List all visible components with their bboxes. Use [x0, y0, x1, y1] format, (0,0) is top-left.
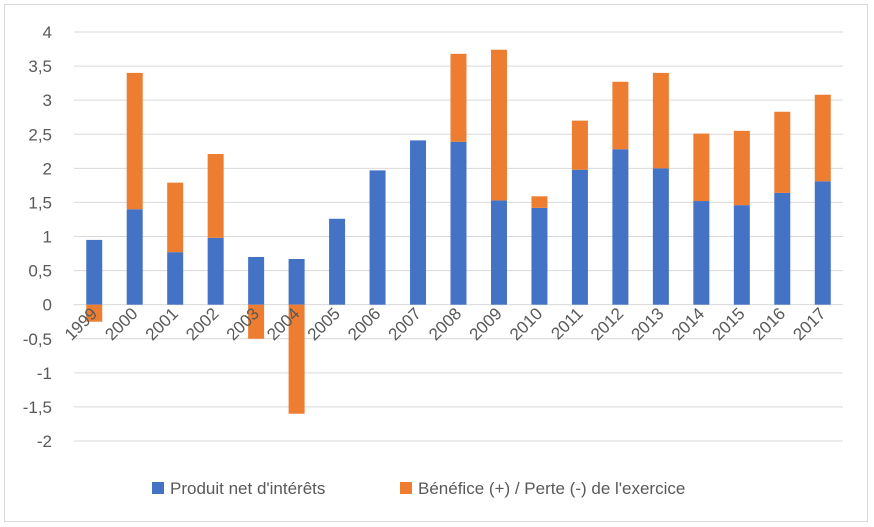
legend-swatch-0 — [152, 482, 164, 494]
y-tick-label: 2,5 — [28, 125, 52, 144]
y-tick-label: 3,5 — [28, 57, 52, 76]
bar-produit-2007 — [410, 140, 427, 305]
x-tick-label: 2008 — [425, 304, 465, 344]
bar-benefice-2001 — [167, 182, 184, 253]
x-tick-label: 2015 — [708, 304, 748, 344]
y-tick-label: 1 — [43, 228, 52, 247]
bar-benefice-2010 — [531, 196, 548, 208]
bar-benefice-2013 — [652, 72, 669, 169]
x-tick-label: 2001 — [142, 304, 182, 344]
bar-benefice-2012 — [612, 81, 629, 150]
y-tick-label: 2 — [43, 159, 52, 178]
x-tick-label: 2000 — [101, 304, 141, 344]
legend: Produit net d'intérêts Bénéfice (+) / Per… — [152, 479, 685, 498]
bar-produit-2002 — [207, 237, 224, 305]
bar-produit-2010 — [531, 207, 548, 305]
y-tick-label: -0,5 — [23, 330, 52, 349]
bar-benefice-2015 — [733, 130, 750, 206]
bar-benefice-2008 — [450, 53, 467, 142]
x-tick-label: 2005 — [304, 304, 344, 344]
bar-produit-2008 — [450, 141, 467, 305]
bar-benefice-2003 — [248, 304, 265, 339]
bar-benefice-2004 — [288, 304, 305, 414]
x-tick-label: 2011 — [547, 304, 586, 343]
x-tick-label: 2014 — [668, 304, 708, 344]
chart-frame — [4, 4, 868, 522]
bar-benefice-2014 — [693, 133, 710, 202]
bar-produit-2004 — [288, 258, 305, 305]
bar-benefice-1999 — [86, 304, 103, 322]
x-tick-label: 2012 — [587, 304, 627, 344]
bar-produit-2015 — [733, 205, 750, 305]
bar-produit-2009 — [490, 200, 507, 305]
bar-benefice-2009 — [490, 49, 507, 201]
bar-produit-2006 — [369, 170, 386, 305]
bar-produit-2014 — [693, 201, 710, 305]
bar-produit-2016 — [774, 192, 791, 305]
bar-produit-2005 — [329, 218, 346, 305]
y-tick-label: 3 — [43, 91, 52, 110]
y-tick-label: 0 — [43, 296, 52, 315]
x-tick-label: 2002 — [182, 304, 222, 344]
y-tick-label: -1,5 — [23, 398, 52, 417]
x-tick-label: 2010 — [506, 304, 546, 344]
bar-produit-2012 — [612, 149, 629, 305]
y-axis-ticks: 4 3,5 3 2,5 2 1,5 1 0,5 0 -0,5 -1 -1,5 -2 — [23, 23, 52, 451]
legend-label-1: Bénéfice (+) / Perte (-) de l'exercice — [418, 479, 685, 498]
x-tick-label: 2013 — [628, 304, 668, 344]
x-axis-ticks: 1999 2000 2001 2002 2003 2004 2005 2006 2007 2008… — [61, 304, 830, 344]
y-tick-label: 4 — [43, 23, 52, 42]
bar-produit-1999 — [86, 239, 103, 305]
bar-benefice-2016 — [774, 111, 791, 193]
legend-label-0: Produit net d'intérêts — [170, 479, 325, 498]
x-tick-label: 2017 — [789, 304, 829, 344]
bar-produit-2011 — [571, 169, 588, 305]
bar-produit-2000 — [126, 209, 143, 305]
x-tick-label: 2016 — [749, 304, 789, 344]
bars — [86, 49, 831, 414]
bar-produit-2003 — [248, 256, 265, 305]
bar-benefice-2011 — [571, 120, 588, 170]
legend-swatch-1 — [400, 482, 412, 494]
y-tick-label: -2 — [37, 432, 52, 451]
x-tick-label: 2007 — [385, 304, 425, 344]
bar-produit-2013 — [652, 168, 669, 305]
y-tick-label: 0,5 — [28, 262, 52, 281]
bar-benefice-2002 — [207, 154, 224, 238]
bar-produit-2017 — [814, 181, 831, 305]
x-tick-label: 2006 — [344, 304, 384, 344]
y-tick-label: 1,5 — [28, 193, 52, 212]
x-tick-label: 2009 — [466, 304, 506, 344]
y-tick-label: -1 — [37, 364, 52, 383]
bar-benefice-2000 — [126, 72, 143, 210]
bar-benefice-2017 — [814, 94, 831, 182]
bar-produit-2001 — [167, 252, 184, 305]
